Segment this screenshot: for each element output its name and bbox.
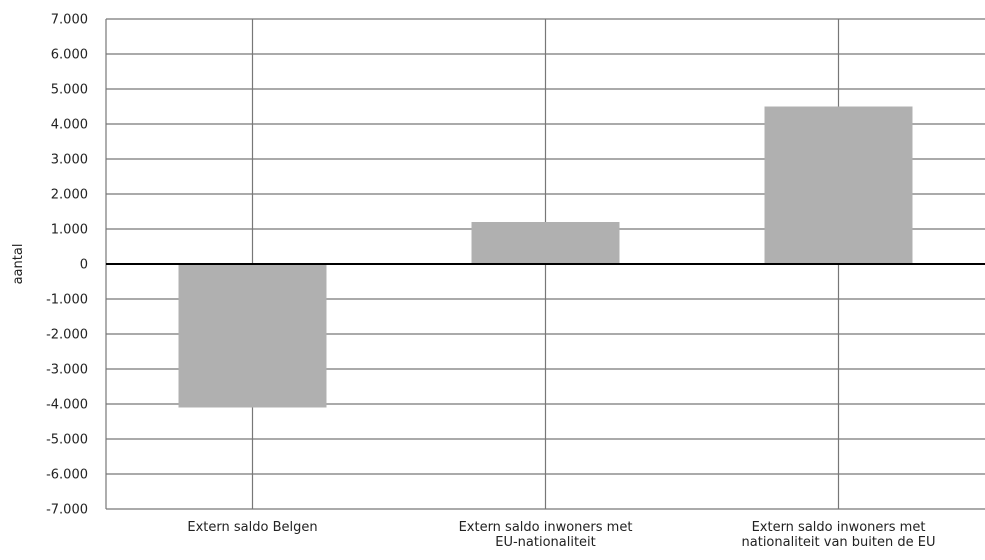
y-tick-label: 2.000 <box>51 188 88 203</box>
bar <box>178 264 327 408</box>
y-tick-label: -7.000 <box>46 503 88 518</box>
bar <box>471 222 620 264</box>
category-label: Extern saldo Belgen <box>187 520 317 535</box>
y-tick-label: -5.000 <box>46 433 88 448</box>
y-axis-title: aantal <box>11 244 26 285</box>
y-tick-label: 1.000 <box>51 223 88 238</box>
category-label: Extern saldo inwoners met nationaliteit v… <box>742 520 936 550</box>
y-tick-label: 3.000 <box>51 153 88 168</box>
category-label: Extern saldo inwoners met EU-nationalitei… <box>459 520 633 550</box>
y-tick-label: -1.000 <box>46 293 88 308</box>
bars <box>178 106 913 408</box>
y-tick-label: -6.000 <box>46 468 88 483</box>
y-tick-label: 6.000 <box>51 48 88 63</box>
y-tick-label: -3.000 <box>46 363 88 378</box>
y-tick-label: -4.000 <box>46 398 88 413</box>
y-tick-label: -2.000 <box>46 328 88 343</box>
category-labels: Extern saldo Belgen Extern saldo inwoners… <box>187 520 935 550</box>
y-tick-label: 7.000 <box>51 13 88 28</box>
y-tick-labels: 7.000 6.000 5.000 4.000 3.000 2.000 1.000 0 -1.0… <box>46 13 88 518</box>
y-tick-label: 0 <box>80 258 88 273</box>
y-tick-label: 5.000 <box>51 83 88 98</box>
y-tick-label: 4.000 <box>51 118 88 133</box>
bar <box>764 106 913 264</box>
